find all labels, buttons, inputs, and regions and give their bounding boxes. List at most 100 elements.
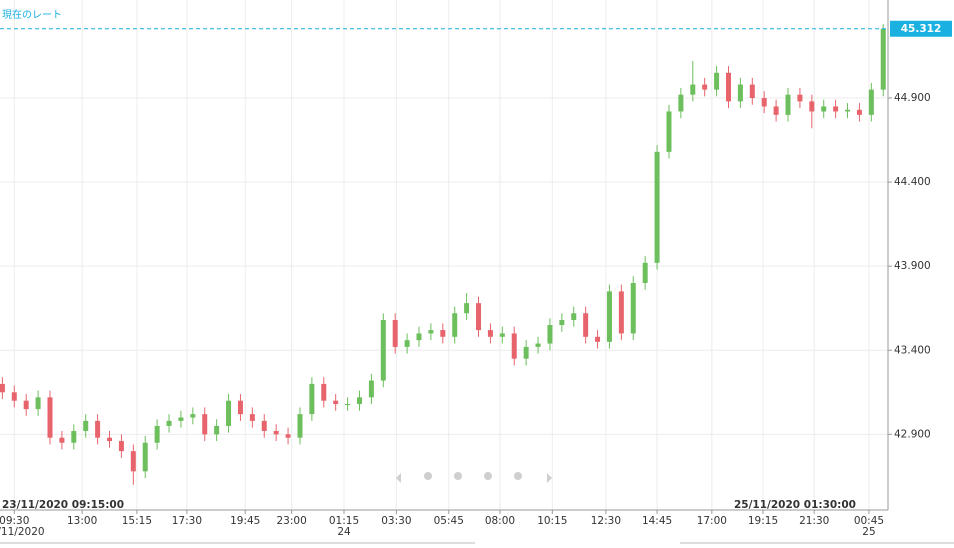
- candle-body: [535, 343, 541, 347]
- candle-body: [261, 420, 267, 431]
- range-end: 25/11/2020 01:30:00: [734, 499, 856, 511]
- x-tick-label: 17:30: [172, 515, 202, 527]
- x-tick-label: 10:15: [537, 515, 567, 527]
- grid: [0, 0, 888, 510]
- candle-body: [464, 303, 470, 314]
- x-tick-label: 00:45: [854, 515, 884, 527]
- candle-body: [642, 262, 648, 283]
- candle-body: [118, 441, 124, 452]
- candle-body: [214, 425, 220, 435]
- candle-body: [83, 420, 89, 431]
- candle-body: [583, 313, 589, 337]
- x-tick-label: 19:45: [230, 515, 260, 527]
- candle-body: [47, 397, 53, 438]
- candle-body: [178, 417, 184, 421]
- candle-body: [237, 400, 243, 415]
- candle-body: [285, 434, 291, 438]
- candle-body: [856, 109, 862, 115]
- candle-body: [761, 98, 767, 107]
- x-tick-label: 15:15: [122, 515, 152, 527]
- candle-body: [273, 430, 279, 435]
- candle-body: [333, 400, 339, 405]
- candle-body: [595, 336, 601, 342]
- date-label: 25: [862, 526, 875, 538]
- y-tick-label: 44.900: [894, 92, 931, 104]
- candle-body: [868, 89, 874, 115]
- candle-body: [35, 397, 41, 410]
- candle-body: [166, 420, 172, 426]
- candle-body: [487, 330, 493, 337]
- candle-body: [107, 437, 113, 442]
- date-label: 24: [337, 526, 351, 538]
- candle-body: [476, 303, 482, 331]
- candle-body: [630, 282, 636, 334]
- y-tick-label: 43.900: [894, 260, 931, 272]
- candle-body: [702, 84, 708, 90]
- candle-body: [690, 84, 696, 95]
- x-tick-label: 19:15: [748, 515, 778, 527]
- candle-body: [0, 383, 5, 393]
- candle-body: [749, 84, 755, 99]
- candle-body: [773, 106, 779, 115]
- candle-body: [404, 340, 410, 347]
- candle-body: [618, 291, 624, 334]
- candle-body: [345, 404, 351, 406]
- x-tick-label: 05:45: [434, 515, 464, 527]
- x-tick-label: 01:15: [329, 515, 359, 527]
- x-tick-label: 23:00: [277, 515, 307, 527]
- zoom-out[interactable]: [454, 472, 462, 480]
- candle-body: [511, 333, 517, 359]
- candle-body: [440, 330, 446, 337]
- y-tick-label: 44.400: [894, 176, 931, 188]
- candle-body: [428, 330, 434, 334]
- candle-body: [190, 414, 196, 418]
- nav-right[interactable]: [547, 473, 552, 483]
- candle-body: [11, 392, 17, 401]
- zoom-in[interactable]: [424, 472, 432, 480]
- x-tick-label: 12:30: [591, 515, 621, 527]
- current-rate-box: [890, 20, 952, 37]
- candle-body: [880, 28, 886, 90]
- candle-body: [321, 383, 327, 401]
- candle-body: [678, 94, 684, 112]
- candle-body: [142, 442, 148, 472]
- x-tick-label: 08:00: [485, 515, 515, 527]
- candle-body: [499, 333, 505, 337]
- y-tick-label: 43.400: [894, 344, 931, 356]
- zoom-reset[interactable]: [484, 472, 492, 480]
- candle-body: [23, 400, 29, 410]
- candle-body: [785, 94, 791, 115]
- candle-body: [71, 430, 77, 443]
- candle-body: [714, 72, 720, 90]
- candle-body: [202, 414, 208, 435]
- candle-body: [606, 291, 612, 342]
- candle-body: [833, 106, 839, 112]
- candle-body: [452, 313, 458, 337]
- nav-left[interactable]: [396, 473, 401, 483]
- candle-body: [226, 400, 232, 426]
- date-label: 23/11/2020: [0, 526, 45, 538]
- x-tick-label: 09:30: [0, 515, 29, 527]
- candle-body: [821, 106, 827, 112]
- candle-body: [309, 383, 315, 415]
- candle-body: [130, 451, 136, 472]
- candle-body: [95, 420, 101, 438]
- x-tick-label: 14:45: [642, 515, 672, 527]
- x-tick-label: 21:30: [799, 515, 829, 527]
- candle-body: [523, 346, 529, 359]
- candle-body: [356, 397, 362, 405]
- candle-body: [654, 151, 660, 263]
- candle-body: [416, 333, 422, 341]
- range-start: 23/11/2020 09:15:00: [2, 499, 124, 511]
- zoom-fit[interactable]: [514, 472, 522, 480]
- candle-body: [59, 437, 65, 443]
- current-rate-title: 現在のレート: [2, 9, 62, 21]
- candle-body: [368, 380, 374, 398]
- candle-body: [666, 111, 672, 152]
- x-tick-label: 17:00: [697, 515, 727, 527]
- x-tick-label: 13:00: [67, 515, 97, 527]
- candle-body: [571, 313, 577, 320]
- candle-body: [797, 94, 803, 102]
